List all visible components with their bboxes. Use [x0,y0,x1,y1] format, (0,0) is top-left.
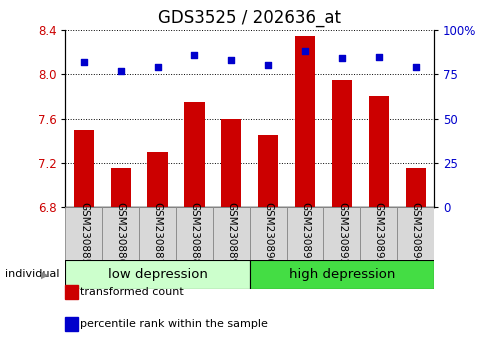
Bar [102,207,139,260]
Point [117,68,124,74]
Point [301,48,308,54]
Bar [139,207,176,260]
Text: high depression: high depression [288,268,394,281]
Bar [147,152,167,207]
Text: GSM230886: GSM230886 [116,202,125,265]
Bar [65,260,249,289]
Text: transformed count: transformed count [80,287,183,297]
Text: GSM230891: GSM230891 [300,202,309,265]
Bar [405,169,425,207]
Text: GSM230888: GSM230888 [189,202,199,265]
Point [227,57,235,63]
Text: GSM230892: GSM230892 [336,202,346,265]
Bar [368,97,388,207]
Point [411,64,419,70]
Text: GSM230893: GSM230893 [373,202,383,265]
Bar [249,260,433,289]
Bar [323,207,360,260]
Bar [110,169,131,207]
Bar [396,207,433,260]
Point [264,63,272,68]
Bar [257,135,278,207]
Bar [184,102,204,207]
Point [80,59,88,65]
Text: individual: individual [5,269,59,279]
Text: percentile rank within the sample: percentile rank within the sample [80,319,267,329]
Text: GSM230894: GSM230894 [410,202,420,265]
Point [190,52,198,58]
Bar [331,80,351,207]
Point [374,54,382,59]
Text: ▶: ▶ [41,269,48,279]
Text: low depression: low depression [107,268,207,281]
Bar [212,207,249,260]
Text: GSM230890: GSM230890 [263,202,272,265]
Bar [294,36,315,207]
Text: GSM230889: GSM230889 [226,202,236,265]
Bar [286,207,323,260]
Title: GDS3525 / 202636_at: GDS3525 / 202636_at [158,10,341,27]
Bar [65,207,102,260]
Point [153,64,161,70]
Bar [176,207,212,260]
Bar [249,207,286,260]
Bar [221,119,241,207]
Bar [74,130,94,207]
Text: GSM230887: GSM230887 [152,202,162,265]
Text: GSM230885: GSM230885 [79,202,89,265]
Bar [360,207,396,260]
Point [337,56,345,61]
